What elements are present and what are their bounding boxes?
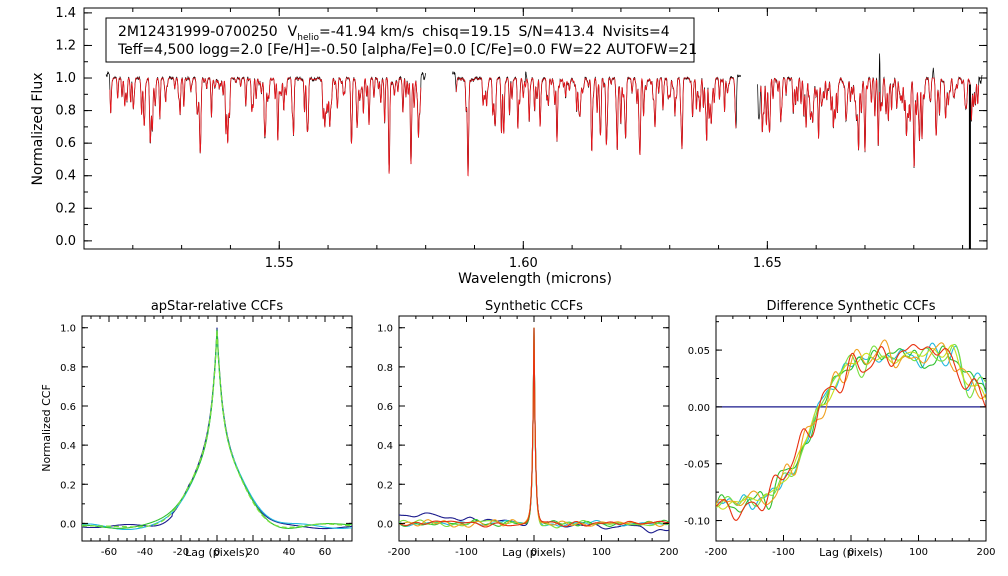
y-tick-label: 1.0 xyxy=(60,324,76,335)
ccf-series-line xyxy=(716,344,986,521)
y-tick-label: 0.6 xyxy=(377,402,393,413)
ccf-series-line xyxy=(82,329,352,531)
ccf-series-line xyxy=(716,342,986,510)
annotation-star: 2M12431999-0700250 xyxy=(118,24,278,40)
x-tick-label: 100 xyxy=(592,547,611,558)
difference-ccf-x-axis-label: Lag (pixels) xyxy=(819,546,883,559)
ccf-series-line xyxy=(82,327,352,530)
ccf-series-line xyxy=(399,327,669,528)
spectrum-plot-frame xyxy=(83,7,988,250)
annotation-box xyxy=(105,17,695,63)
x-tick-label: 60 xyxy=(319,547,332,558)
y-tick-label: 0.6 xyxy=(55,136,76,151)
y-tick-label: 0.4 xyxy=(55,169,76,184)
apstar-ccf-y-axis-label: Normalized CCF xyxy=(40,384,53,472)
synthetic-ccf-title: Synthetic CCFs xyxy=(485,299,583,314)
model-spectrum-segment xyxy=(109,77,422,174)
apstar-ccf-frame xyxy=(81,315,353,542)
difference-ccf-panel: Difference Synthetic CCFs -200 -100 0 100 20… xyxy=(684,299,995,559)
annotation-params: Teff=4,500 logg=2.0 [Fe/H]=-0.50 [alpha/… xyxy=(117,42,697,58)
model-spectrum-segment xyxy=(455,77,737,177)
x-tick-label: -100 xyxy=(455,547,478,558)
x-tick-label: 1.55 xyxy=(265,256,294,271)
difference-ccf-title: Difference Synthetic CCFs xyxy=(766,299,935,314)
y-tick-label: 0.0 xyxy=(60,519,76,530)
apstar-ccf-panel: apStar-relative CCFs -60 -40 -20 0 20 40 60 0.0… xyxy=(40,299,353,559)
y-tick-label: 0.8 xyxy=(55,104,76,119)
y-tick-label: -0.10 xyxy=(684,517,710,528)
x-tick-label: 200 xyxy=(976,547,995,558)
x-tick-label: -200 xyxy=(705,547,728,558)
annotation-vhelio-value: =-41.94 km/s xyxy=(319,24,414,40)
x-tick-label: 100 xyxy=(909,547,928,558)
x-tick-label: 0 xyxy=(214,547,220,558)
x-tick-label: -100 xyxy=(772,547,795,558)
y-tick-label: 0.4 xyxy=(377,441,393,452)
x-tick-label: 1.60 xyxy=(509,256,538,271)
x-tick-label: 200 xyxy=(659,547,678,558)
y-tick-label: 0.2 xyxy=(55,201,76,216)
y-tick-label: 0.2 xyxy=(60,480,76,491)
ccf-series-line xyxy=(716,339,986,507)
y-tick-label: 1.2 xyxy=(55,38,76,53)
x-tick-label: -60 xyxy=(101,547,117,558)
ccf-series-line xyxy=(82,329,352,529)
spectrum-panel: 1.55 1.60 1.65 0.0 0.2 0.4 0.6 0.8 1.0 1.2 1.4 Wav… xyxy=(30,6,988,287)
y-tick-label: 1.0 xyxy=(377,324,393,335)
model-spectrum-segment xyxy=(760,77,980,167)
annotation-chisq: chisq=19.15 xyxy=(422,24,510,40)
spectrum-y-axis-label: Normalized Flux xyxy=(30,73,46,186)
y-tick-label: 0.0 xyxy=(377,519,393,530)
synthetic-ccf-x-axis-label: Lag (pixels) xyxy=(502,546,566,559)
y-tick-label: 0.8 xyxy=(60,363,76,374)
annotation-vhelio-prefix: V xyxy=(288,24,298,40)
x-tick-label: -200 xyxy=(388,547,411,558)
y-tick-label: 1.4 xyxy=(55,6,76,21)
y-tick-label: 0.8 xyxy=(377,363,393,374)
annotation-nvisits: Nvisits=4 xyxy=(602,24,669,40)
ccf-series-line xyxy=(716,345,986,513)
x-tick-label: 0 xyxy=(848,547,854,558)
y-tick-label: 1.0 xyxy=(55,71,76,86)
spectrum-x-axis-label: Wavelength (microns) xyxy=(458,271,612,287)
x-tick-label: 1.65 xyxy=(753,256,782,271)
x-tick-label: 20 xyxy=(247,547,260,558)
annotation-sn: S/N=413.4 xyxy=(519,24,595,40)
synthetic-ccf-panel: Synthetic CCFs -200 -100 0 100 200 0.0 0.2 0.4 0… xyxy=(377,299,678,559)
x-tick-label: -40 xyxy=(137,547,153,558)
y-tick-label: -0.05 xyxy=(684,460,710,471)
y-tick-label: 0.4 xyxy=(60,441,76,452)
y-tick-label: 0.6 xyxy=(60,402,76,413)
y-tick-label: 0.2 xyxy=(377,480,393,491)
apstar-ccf-x-axis-label: Lag (pixels) xyxy=(185,546,249,559)
apstar-ccf-title: apStar-relative CCFs xyxy=(151,299,284,314)
x-tick-label: -20 xyxy=(173,547,189,558)
annotation-line-1: 2M12431999-0700250 Vhelio=-41.94 km/s chis… xyxy=(118,24,670,43)
annotation-vhelio-sub: helio xyxy=(297,33,319,43)
ccf-series-line xyxy=(82,329,352,529)
observed-spectrum-segment xyxy=(757,53,983,169)
y-tick-label: 0.0 xyxy=(55,234,76,249)
x-tick-label: 0 xyxy=(531,547,537,558)
y-tick-label: 0.00 xyxy=(688,403,710,414)
x-tick-label: 40 xyxy=(283,547,296,558)
y-tick-label: 0.05 xyxy=(688,346,710,357)
